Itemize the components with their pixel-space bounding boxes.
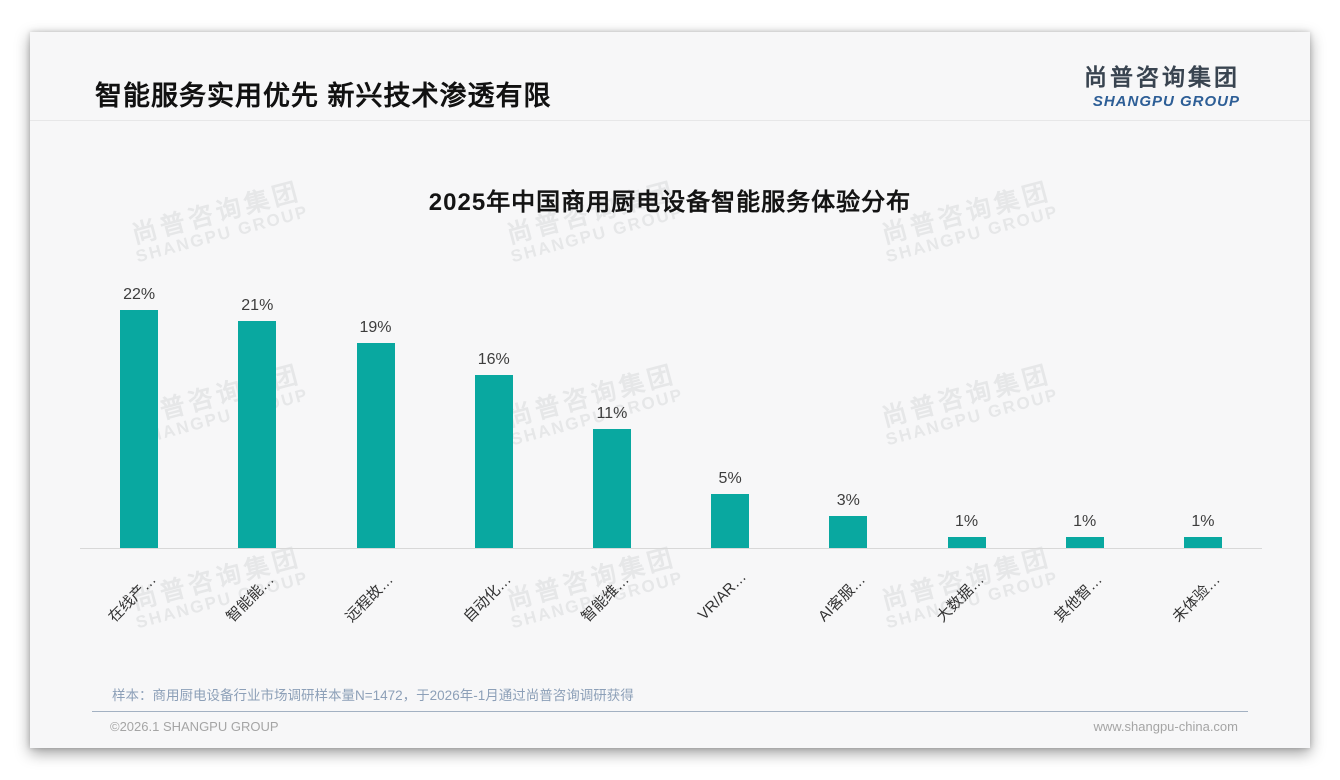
bar-value-label: 3% <box>836 491 860 509</box>
bar <box>238 321 277 548</box>
website-url: www.shangpu-china.com <box>1093 719 1238 734</box>
bar-value-label: 11% <box>596 405 628 423</box>
x-axis-label: 大数据… <box>932 571 988 626</box>
x-label-slot: AI客服… <box>789 550 907 660</box>
bar <box>592 429 631 548</box>
bar <box>474 375 513 548</box>
x-axis-label: 在线产… <box>105 571 160 626</box>
x-axis-label: 远程故… <box>341 571 397 626</box>
x-axis-label: 未体验… <box>1169 571 1224 626</box>
bar <box>1183 537 1222 548</box>
x-axis-label: VR/AR… <box>695 568 751 624</box>
x-axis-label: 智能维… <box>578 571 633 626</box>
bar-slot: 1% <box>1144 279 1262 548</box>
bar <box>356 342 395 548</box>
bar-value-label: 1% <box>1191 513 1215 531</box>
logo-en-text: SHANGPU GROUP <box>1092 93 1240 110</box>
x-label-slot: 在线产… <box>80 550 198 660</box>
x-label-slot: 其他智… <box>1026 550 1144 660</box>
x-axis-label: 自动化… <box>459 571 515 626</box>
x-label-slot: 未体验… <box>1144 550 1262 660</box>
logo-cn-text: 尚普咨询集团 <box>1084 64 1240 90</box>
bar-slot: 3% <box>789 279 907 548</box>
header: 智能服务实用优先 新兴技术渗透有限 尚普咨询集团 SHANGPU GROUP <box>30 32 1310 121</box>
bar-value-label: 5% <box>718 470 742 487</box>
bar <box>711 494 750 548</box>
footer-divider <box>92 711 1248 712</box>
chart-plot: 22% 21% 19% 16% 11% 5% 3% 1% 1% 1% <box>80 279 1262 549</box>
x-axis-label: 其他智… <box>1050 571 1106 626</box>
bar-value-label: 22% <box>123 286 156 304</box>
bar-value-label: 1% <box>1073 513 1097 531</box>
bar-value-label: 1% <box>954 513 979 531</box>
bar-slot: 19% <box>316 279 434 548</box>
bar <box>1065 537 1104 548</box>
x-label-slot: 远程故… <box>316 550 434 660</box>
bar <box>120 310 159 548</box>
x-axis-label: 智能能… <box>223 571 279 626</box>
x-label-slot: 智能能… <box>198 550 316 660</box>
x-axis-label: AI客服… <box>815 571 870 626</box>
x-label-slot: 大数据… <box>907 550 1025 660</box>
footer: ©2026.1 SHANGPU GROUP www.shangpu-china.… <box>110 719 1238 734</box>
bar-value-label: 19% <box>359 318 392 336</box>
copyright-text: ©2026.1 SHANGPU GROUP <box>110 719 279 734</box>
company-logo: 尚普咨询集团 SHANGPU GROUP <box>1084 58 1240 110</box>
bar-slot: 11% <box>553 279 671 548</box>
bar-slot: 1% <box>907 279 1025 548</box>
bar-slot: 21% <box>198 279 316 548</box>
bar-value-label: 21% <box>241 297 274 315</box>
sample-note: 样本：商用厨电设备行业市场调研样本量N=1472，于2026年-1月通过尚普咨询… <box>112 688 634 703</box>
bar-slot: 1% <box>1026 279 1144 548</box>
bar <box>947 537 986 548</box>
x-label-slot: VR/AR… <box>671 550 789 660</box>
bar-slot: 22% <box>80 279 198 548</box>
page-title: 智能服务实用优先 新兴技术渗透有限 <box>95 81 552 111</box>
slide: 尚普咨询集团 SHANGPU GROUP 尚普咨询集团 SHANGPU GROUP 尚普… <box>30 32 1310 748</box>
bar-value-label: 16% <box>477 351 510 369</box>
bar-slot: 16% <box>435 279 553 548</box>
chart-title: 2025年中国商用厨电设备智能服务体验分布 <box>428 189 912 216</box>
x-label-slot: 智能维… <box>553 550 671 660</box>
bar <box>829 515 868 548</box>
chart-x-axis: 在线产… 智能能… 远程故… 自动化… 智能维… VR/AR… AI客服… 大数据… 其他智… 未… <box>80 550 1262 660</box>
bar-slot: 5% <box>671 279 789 548</box>
x-label-slot: 自动化… <box>435 550 553 660</box>
